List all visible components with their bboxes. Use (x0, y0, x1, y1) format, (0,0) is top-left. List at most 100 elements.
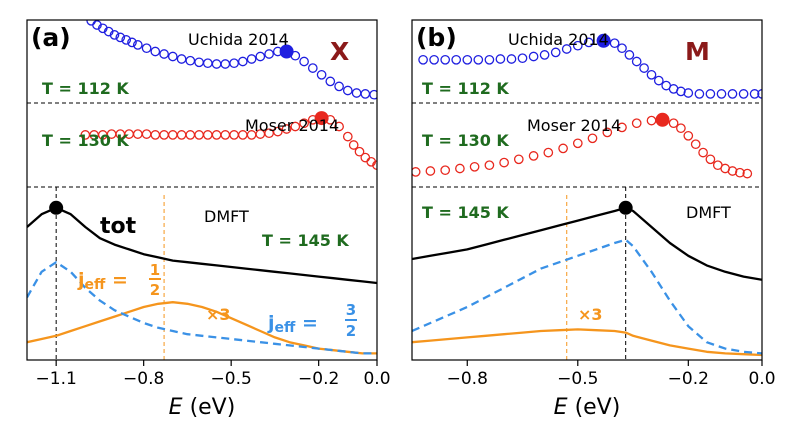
moser-data-point (617, 122, 627, 133)
uchida-data-point (705, 89, 716, 99)
moser-data-point (690, 139, 701, 150)
jthreehalf-line (27, 261, 377, 355)
moser-data-point (281, 124, 292, 134)
kpoint-label: M (685, 37, 710, 66)
panel-label: (a) (31, 23, 71, 52)
moser-data-point (354, 146, 365, 157)
uchida-data-point (646, 69, 657, 80)
dmft-total-peak (618, 200, 633, 215)
svg-text:1: 1 (150, 261, 160, 279)
x-tick-label: 0.0 (748, 369, 775, 389)
uchida-data-point (639, 63, 649, 73)
moser-data-point (735, 167, 745, 178)
uchida-data-point (517, 53, 528, 64)
moser-data-point (513, 154, 524, 165)
uchida-data-point (150, 46, 161, 57)
moser-data-point (412, 167, 421, 177)
panel-frame (26, 19, 378, 361)
x-tick-label: 0.0 (363, 369, 390, 389)
uchida-data-point (738, 89, 749, 99)
jhalf-factor: ×3 (578, 305, 603, 324)
uchida-data-point (727, 89, 738, 99)
uchida-data-point (451, 54, 462, 65)
uchida-data-point (334, 81, 344, 92)
uchida-label: Uchida 2014 (188, 30, 289, 49)
x-tick-label: −0.8 (447, 369, 488, 389)
moser-data-point (572, 138, 583, 149)
tot-label: tot (100, 214, 137, 239)
uchida-data-point (429, 54, 439, 65)
uchida-data-point (506, 54, 517, 64)
moser-data-point (299, 118, 309, 129)
uchida-data-point (237, 56, 248, 67)
x-tick-label: −1.1 (36, 369, 77, 389)
moser-data-point (683, 130, 694, 141)
moser-temperature: T = 130 K (42, 131, 129, 150)
uchida-data-point (694, 89, 705, 99)
moser-data-point (342, 131, 353, 142)
dmft-label: DMFT (686, 203, 731, 222)
uchida-data-point (440, 54, 451, 65)
moser-data-point (727, 166, 738, 176)
uchida-data-point (185, 55, 196, 66)
x-tick-label: −0.5 (211, 369, 252, 389)
x-axis-label: E (eV) (554, 395, 621, 420)
uchida-data-point (264, 49, 274, 59)
moser-data-point (455, 163, 465, 174)
moser-data-point (290, 121, 301, 132)
moser-data-point (698, 147, 708, 158)
uchida-data-point (159, 49, 169, 59)
uchida-data-point (749, 89, 760, 99)
dmft-total-line (412, 206, 762, 281)
uchida-data-point (167, 51, 178, 62)
dmft-label: DMFT (204, 207, 249, 226)
moser-data-point (484, 160, 495, 171)
panel-b: (b) Uchida 2014 M T = 112 K Moser 2014 T… (411, 19, 776, 420)
x-axis: −0.8 −0.5 −0.2 0.0 (447, 360, 776, 389)
x-tick-label: −0.2 (668, 369, 709, 389)
moser-data-point (334, 121, 344, 132)
x-axis: −1.1 −0.8 −0.5 −0.2 0.0 (36, 360, 391, 389)
uchida-data-point (550, 47, 561, 58)
moser-data-point (668, 118, 679, 129)
moser-data-point (676, 123, 686, 134)
uchida-data-point (141, 43, 152, 54)
moser-data-point (469, 161, 480, 172)
uchida-data-point (716, 89, 727, 99)
uchida-temperature: T = 112 K (422, 79, 509, 98)
moser-peak-marker (314, 111, 329, 126)
uchida-data-point (609, 38, 620, 49)
uchida-data-point (676, 86, 686, 97)
uchida-data-point (473, 54, 484, 65)
uchida-data-point (484, 54, 495, 65)
uchida-data-point (132, 40, 143, 50)
uchida-data-point (255, 51, 266, 62)
uchida-data-point (342, 85, 353, 96)
moser-peak-marker (655, 112, 670, 127)
svg-text:2: 2 (150, 281, 160, 299)
moser-data-point (425, 166, 436, 176)
uchida-data-point (103, 26, 114, 37)
uchida-data-point (109, 30, 120, 40)
uchida-label: Uchida 2014 (508, 30, 609, 49)
kpoint-label: X (330, 37, 349, 66)
uchida-data-point (121, 35, 132, 45)
uchida-data-point (583, 37, 594, 48)
moser-data-point (440, 165, 451, 176)
uchida-data-point (246, 54, 257, 64)
moser-data-point (602, 127, 613, 138)
moser-data-point (705, 154, 716, 165)
panel-label: (b) (416, 23, 457, 52)
moser-label: Moser 2014 (527, 116, 621, 135)
uchida-data-point (495, 54, 506, 64)
moser-temperature: T = 130 K (422, 131, 509, 150)
jhalf-line (412, 328, 762, 357)
x-tick-label: −0.2 (298, 369, 339, 389)
uchida-data-point (528, 51, 539, 62)
uchida-data-point (572, 40, 583, 51)
uchida-data-point (539, 50, 550, 60)
moser-data-point (348, 140, 359, 150)
uchida-temperature: T = 112 K (42, 79, 129, 98)
uchida-data-point (617, 43, 627, 54)
